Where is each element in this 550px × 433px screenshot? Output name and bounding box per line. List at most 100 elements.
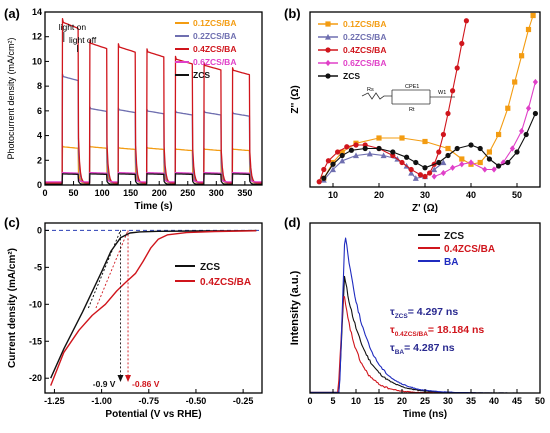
panel-b-point <box>505 105 511 111</box>
panel-a-legend-label: 0.4ZCS/BA <box>193 44 236 54</box>
panel-b-point <box>399 135 405 141</box>
panel-a-legend-label: 0.6ZCS/BA <box>193 57 236 67</box>
panel-b-series-0.4ZCS/BA <box>318 20 467 182</box>
panel-a-xlabel: Time (s) <box>134 201 172 212</box>
panel-d-ylabel: Intensity (a.u.) <box>289 270 301 345</box>
panel-b-point <box>486 149 492 155</box>
panel-b-point <box>366 150 373 157</box>
panel-b-label: (b) <box>284 6 301 21</box>
panel-a-annotation-light-off: light off <box>69 35 97 45</box>
panel-a-xtick-label: 300 <box>209 188 224 198</box>
panel-b-point <box>482 166 488 173</box>
panel-d-lifetime-2: τBA= 4.287 ns <box>390 342 455 356</box>
panel-b-point <box>463 18 469 24</box>
panel-b-point <box>431 166 438 173</box>
panel-d-lifetime-0: τZCS= 4.297 ns <box>390 306 458 320</box>
panel-b-point <box>330 161 336 167</box>
panel-d-xtick-label: 10 <box>351 396 361 406</box>
panel-b-point <box>344 144 350 150</box>
panel-b-point <box>440 169 446 177</box>
panel-b-legend-label: 0.1ZCS/BA <box>343 19 386 29</box>
panel-b-point <box>454 145 460 152</box>
panel-b-point <box>321 166 327 173</box>
panel-b-point <box>459 40 465 47</box>
panel-a-series-ZCS <box>45 173 262 186</box>
panel-b-point <box>514 149 520 155</box>
panel-c-ytick-label: -20 <box>29 373 42 383</box>
lifetime-subscript: 0.4ZCS/BA <box>395 331 429 338</box>
panel-b-point <box>525 26 532 33</box>
panel-c-label: (c) <box>4 215 20 230</box>
panel-a-annotation-light-on: light on <box>59 22 87 32</box>
panel-c-xtick-label: -1.00 <box>91 396 112 406</box>
panel-b-point <box>422 165 428 171</box>
panel-c-ytick-label: -15 <box>29 336 42 346</box>
panel-b-point <box>445 110 451 117</box>
panel-b-legend-marker <box>325 33 331 40</box>
panel-a-ytick-label: 8 <box>37 81 42 91</box>
panel-a: (a) 0 50 100 150 200 250 300 350 0 2 4 6 8 10 12 14 Time … <box>4 6 263 212</box>
panel-b-point <box>491 166 497 173</box>
panel-b-point <box>353 142 359 148</box>
panel-b-point <box>509 145 515 152</box>
panel-b-point <box>459 156 465 162</box>
circuit-label-cpe: CPE1 <box>405 84 419 90</box>
panel-b-point <box>422 173 428 180</box>
panel-d-legend-label: BA <box>444 257 458 268</box>
panel-c-ylabel: Current density (mA/cm²) <box>7 248 18 368</box>
panel-b-point <box>339 152 345 159</box>
panel-c-legend-label: 0.4ZCS/BA <box>200 277 251 288</box>
panel-b-ylabel: Z'' (Ω) <box>290 85 301 113</box>
panel-b-point <box>325 158 331 164</box>
panel-a-xtick-label: 250 <box>180 188 195 198</box>
panel-b-point <box>532 78 538 86</box>
panel-a-ytick-label: 12 <box>32 32 42 42</box>
panel-d-label: (d) <box>284 215 301 230</box>
panel-a-ytick-label: 14 <box>32 7 42 17</box>
panel-b-point <box>316 179 322 185</box>
panel-b-xtick-label: 40 <box>466 190 476 200</box>
panel-b-point <box>477 159 483 166</box>
panel-a-xtick-label: 100 <box>95 188 110 198</box>
panel-b-circuit-inset: Rs CPE1 Rt W1 <box>361 84 455 113</box>
panel-b-point <box>525 105 532 112</box>
panel-b-legend-marker <box>325 21 331 27</box>
panel-b-point <box>519 127 525 135</box>
panel-b-point <box>445 152 451 159</box>
panel-d-xtick-label: 25 <box>420 396 430 406</box>
panel-b-point <box>330 166 336 173</box>
panel-b-point <box>440 131 446 138</box>
panel-c-onset-arrow <box>125 375 132 382</box>
circuit-label-rt: Rt <box>409 107 415 113</box>
panel-b-point <box>496 163 502 169</box>
panel-c-xlabel: Potential (V vs RHE) <box>105 409 201 420</box>
panel-c-xtick-label: -1.25 <box>44 396 65 406</box>
panel-b-point <box>339 157 346 164</box>
panel-b-point <box>412 175 419 181</box>
panel-b-xtick-label: 50 <box>512 190 522 200</box>
lifetime-value: = 18.184 ns <box>428 324 484 336</box>
circuit-rs-resistor <box>361 92 392 100</box>
panel-a-xtick-label: 350 <box>237 188 252 198</box>
lifetime-subscript: ZCS <box>395 313 409 320</box>
panel-b-point <box>468 142 474 148</box>
panel-b-point <box>376 135 382 141</box>
panel-a-series-0.4ZCS/BA <box>45 17 262 184</box>
panel-a-series-0.1ZCS/BA <box>45 145 262 184</box>
panel-b-point <box>408 169 415 176</box>
panel-d-xtick-label: 40 <box>489 396 499 406</box>
panel-d: (d) 0 5 10 15 20 25 30 35 40 45 50 Time (ns) Intensit… <box>284 215 545 420</box>
panel-d-xlabel: Time (ns) <box>403 409 447 420</box>
panel-a-axes-frame <box>44 11 263 186</box>
panel-a-ytick-label: 4 <box>37 131 42 141</box>
panel-b-point <box>523 131 529 138</box>
panel-b-legend-label: 0.2ZCS/BA <box>343 32 386 42</box>
panel-b-point <box>445 145 451 152</box>
panel-d-xtick-label: 15 <box>374 396 384 406</box>
panel-b-point <box>390 149 396 155</box>
circuit-label-rs: Rs <box>367 87 374 93</box>
panel-b-point <box>459 161 465 168</box>
panel-a-label: (a) <box>4 6 20 21</box>
panel-a-legend-label: 0.2ZCS/BA <box>193 31 236 41</box>
